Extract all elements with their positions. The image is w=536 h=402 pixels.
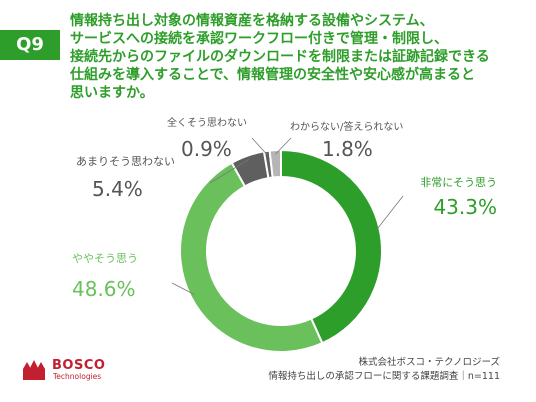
- footer-company: 株式会社ボスコ・テクノロジーズ: [358, 357, 500, 368]
- leader-line-not-much: [209, 159, 249, 184]
- leader-line-very-much: [375, 195, 404, 231]
- slice-unknown: [268, 148, 282, 179]
- label-category-unknown: わからない/答えられない: [290, 120, 403, 133]
- slice-labels: 非常にそう思う 43.3% ややそう思う 48.6% あまりそう思わない 5.4% 全くそう…: [72, 116, 497, 301]
- question-number-badge: Q9: [0, 30, 60, 60]
- label-category-not-at-all: 全くそう思わない: [167, 116, 247, 129]
- question-text: 情報持ち出し対象の情報資産を格納する設備やシステム、 サービスへの接続を承認ワー…: [70, 13, 490, 101]
- leader-line-unknown: [275, 137, 292, 155]
- label-value-somewhat: 48.6%: [72, 277, 136, 301]
- label-value-not-much: 5.4%: [92, 177, 143, 201]
- leader-lines: [171, 137, 404, 295]
- logo-subtitle: Technologies: [53, 372, 102, 381]
- footer-survey: 情報持ち出しの承認フローに関する課題調査｜n=111: [268, 371, 500, 382]
- slice-somewhat: [179, 161, 324, 353]
- label-value-unknown: 1.8%: [322, 137, 373, 161]
- donut-slices: [179, 148, 383, 353]
- slice-very-much: [280, 148, 383, 345]
- bosco-logo: BOSCO Technologies: [20, 358, 130, 382]
- label-category-somewhat: ややそう思う: [72, 252, 138, 265]
- leader-line-not-at-all: [251, 137, 268, 156]
- label-category-not-much: あまりそう思わない: [76, 155, 175, 168]
- label-value-very-much: 43.3%: [433, 195, 497, 219]
- bosco-logo-mark: [23, 360, 45, 380]
- label-value-not-at-all: 0.9%: [181, 137, 232, 161]
- label-category-very-much: 非常にそう思う: [420, 176, 497, 189]
- leader-line-somewhat: [171, 282, 195, 295]
- logo-name: BOSCO: [52, 358, 106, 373]
- footer-info: 株式会社ボスコ・テクノロジーズ 情報持ち出しの承認フローに関する課題調査｜n=1…: [200, 356, 500, 384]
